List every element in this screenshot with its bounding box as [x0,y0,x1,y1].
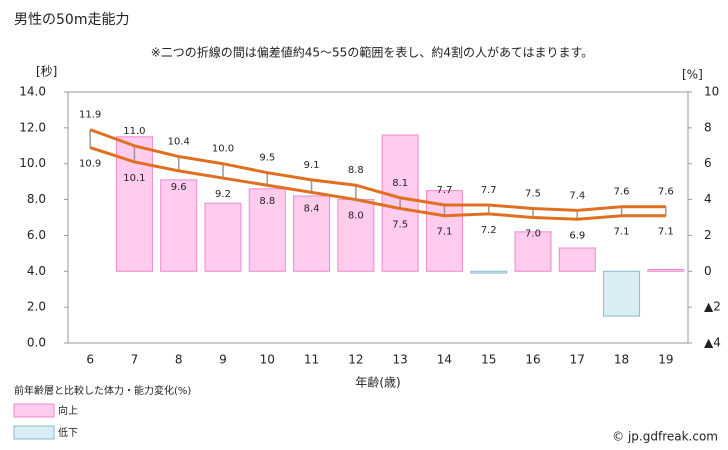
data-label: 7.4 [569,190,585,201]
x-tick-label: 12 [348,353,363,367]
credit: © jp.gdfreak.com [612,430,718,444]
y-tick-label: 10.0 [19,156,46,170]
y-tick-label: 0.0 [27,336,46,350]
y2-tick-label: 4 [704,192,712,206]
chart-subtitle: ※二つの折線の間は偏差値約45〜55の範囲を表し、約4割の人があてはまります。 [151,45,594,60]
data-label: 11.9 [79,110,101,121]
y2-axis-label: [%] [682,68,703,82]
y-tick-label: 12.0 [19,120,46,134]
bar [204,202,242,272]
data-label: 8.1 [392,178,408,189]
y2-tick-label: 2 [704,228,712,242]
data-label: 8.4 [304,203,320,214]
y-tick-label: 2.0 [27,300,46,314]
y-axis-label: [秒] [36,65,57,79]
x-tick-label: 19 [658,353,673,367]
bar [558,247,596,272]
x-tick-label: 9 [219,353,227,367]
data-label: 10.4 [168,137,190,148]
data-label: 6.9 [569,230,585,241]
y2-tick-label: 6 [704,156,712,170]
x-tick-label: 17 [570,353,585,367]
legend-swatch [13,403,55,418]
x-tick-label: 11 [304,353,319,367]
data-label: 8.8 [259,196,275,207]
data-label: 9.1 [304,160,320,171]
x-tick-label: 8 [175,353,183,367]
data-label: 8.8 [348,165,364,176]
legend-label: 向上 [58,404,78,417]
x-tick-label: 7 [131,353,139,367]
x-tick-label: 6 [86,353,94,367]
line [89,128,666,212]
data-label: 9.5 [259,153,275,164]
bar [470,270,508,274]
data-label: 9.6 [171,182,187,193]
y2-tick-label: 10 [704,85,719,99]
line [89,146,666,221]
y2-tick-label: 0 [704,264,712,278]
chart-title: 男性の50m走能力 [14,12,129,28]
data-label: 7.6 [614,187,630,198]
data-label: 10.1 [123,173,145,184]
bar [603,270,641,317]
y-tick-label: 4.0 [27,264,46,278]
x-tick-label: 18 [614,353,629,367]
data-label: 7.6 [658,187,674,198]
x-axis-label: 年齢(歳) [355,375,400,390]
bar [293,195,331,272]
data-label: 10.9 [79,159,101,170]
bar [514,231,552,272]
y-tick-label: 8.0 [27,192,46,206]
legend-title: 前年齢層と比較した体力・能力変化(%) [14,384,191,397]
bar [647,268,685,272]
bar [160,179,198,272]
x-tick-label: 13 [393,353,408,367]
data-label: 7.7 [481,185,497,196]
y-tick-label: 14.0 [19,85,46,99]
y2-tick-label: 8 [704,120,712,134]
x-tick-label: 10 [260,353,275,367]
data-label: 10.0 [212,144,234,155]
bar [337,199,375,272]
data-label: 7.1 [614,227,630,238]
data-label: 8.0 [348,211,364,222]
x-tick-label: 15 [481,353,496,367]
data-label: 9.2 [215,189,231,200]
data-label: 7.5 [392,220,408,231]
data-label: 7.1 [658,227,674,238]
data-label: 7.1 [436,227,452,238]
y2-tick-label: ▲4 [704,336,721,350]
bar [248,188,286,272]
y2-tick-label: ▲2 [704,300,721,314]
data-label: 7.7 [436,185,452,196]
plot-frame [67,91,689,344]
y-tick-label: 6.0 [27,228,46,242]
data-label: 7.5 [525,189,541,200]
legend-label: 低下 [58,426,78,439]
data-label: 7.2 [481,225,497,236]
x-tick-label: 14 [437,353,452,367]
x-tick-label: 16 [525,353,540,367]
data-label: 7.0 [525,229,541,240]
legend-swatch [13,425,55,440]
data-label: 11.0 [123,126,145,137]
